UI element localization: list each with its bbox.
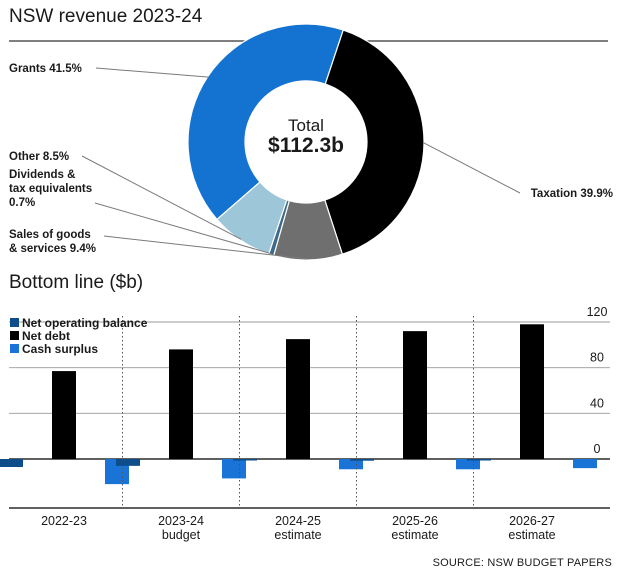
bar-net-debt-3 bbox=[403, 331, 427, 459]
leader-line-grants bbox=[95, 67, 209, 78]
bar-net-operating-balance-1 bbox=[116, 459, 140, 466]
bar-cash-surplus-2 bbox=[339, 459, 363, 470]
slice-label-dividends-and-tax-equivalents: Dividends & tax equivalents 0.7% bbox=[9, 169, 92, 209]
x-tick-label-4: 2026-27 estimate bbox=[508, 514, 555, 542]
donut-labels: Grants 41.5% Taxation 39.9% Sales of goods… bbox=[9, 63, 613, 260]
revenue-chart-title: NSW revenue 2023-24 bbox=[9, 6, 203, 27]
y-tick-label-0: 0 bbox=[594, 442, 601, 456]
x-tick-label-0: 2022-23 bbox=[41, 514, 87, 528]
bottom-line-bars: 0 40 80 120 2022-23 2023-24 budget 2024-25 estim… bbox=[0, 305, 610, 542]
donut-center-label: Total bbox=[288, 116, 324, 135]
leader-line-sales-of-goods-and-services bbox=[103, 235, 309, 260]
donut-slice-grants bbox=[187, 23, 345, 221]
bar-net-operating-balance-0 bbox=[0, 459, 23, 467]
slice-label-other: Other 8.5% bbox=[9, 151, 69, 163]
legend-swatch-cash-surplus bbox=[10, 344, 19, 353]
bar-net-debt-4 bbox=[520, 324, 544, 459]
slice-label-grants: Grants 41.5% bbox=[9, 63, 82, 75]
slice-label-taxation: Taxation 39.9% bbox=[531, 188, 613, 200]
legend-label-net-debt: Net debt bbox=[22, 329, 70, 343]
y-tick-label-80: 80 bbox=[590, 351, 604, 365]
bar-net-debt-0 bbox=[52, 371, 76, 459]
x-tick-label-1: 2023-24 budget bbox=[158, 514, 204, 542]
leader-line-other bbox=[81, 155, 242, 240]
donut-slice-taxation bbox=[324, 29, 425, 256]
bar-cash-surplus-3 bbox=[456, 459, 480, 470]
leader-line-taxation bbox=[422, 142, 521, 194]
bar-net-operating-balance-4 bbox=[467, 459, 491, 461]
bar-net-debt-2 bbox=[286, 339, 310, 459]
slice-label-sales-of-goods-and-services: Sales of goods & services 9.4% bbox=[9, 229, 96, 255]
legend-swatch-net-operating-balance bbox=[10, 318, 19, 327]
bar-cash-surplus-1 bbox=[222, 459, 246, 479]
bar-cash-surplus-4 bbox=[573, 459, 597, 469]
source-note: SOURCE: NSW BUDGET PAPERS bbox=[432, 557, 612, 569]
donut-center-value: $112.3b bbox=[268, 134, 344, 157]
leader-line-dividends-and-tax-equivalents bbox=[94, 202, 272, 255]
x-tick-label-3: 2025-26 estimate bbox=[391, 514, 438, 542]
legend-label-cash-surplus: Cash surplus bbox=[22, 342, 98, 356]
legend-label-net-operating-balance: Net operating balance bbox=[22, 316, 148, 330]
bar-net-debt-1 bbox=[169, 349, 193, 459]
x-tick-label-2: 2024-25 estimate bbox=[274, 514, 321, 542]
y-tick-label-40: 40 bbox=[590, 396, 604, 410]
y-tick-label-120: 120 bbox=[587, 305, 608, 319]
bar-net-operating-balance-2 bbox=[233, 459, 257, 461]
legend-swatch-net-debt bbox=[10, 331, 19, 340]
bar-net-operating-balance-3 bbox=[350, 459, 374, 461]
bottom-line-chart-title: Bottom line ($b) bbox=[9, 272, 144, 293]
donut-slice-other bbox=[216, 181, 288, 255]
